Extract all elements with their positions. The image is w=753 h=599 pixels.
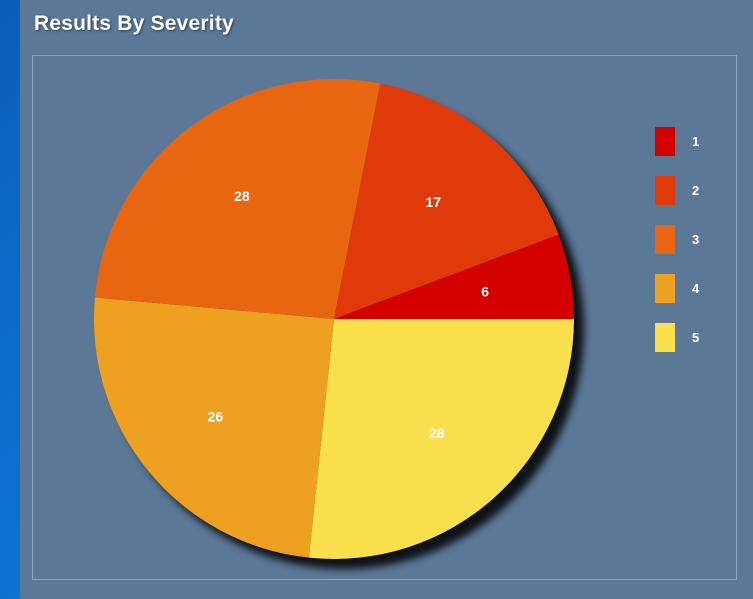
legend-swatch-4 (655, 274, 675, 303)
legend-swatch-1 (655, 127, 675, 156)
legend-label-4: 4 (692, 281, 700, 296)
slice-label-severity-3: 28 (234, 188, 250, 204)
pie-slice-severity-2[interactable] (334, 83, 559, 320)
pie-slice-severity-1[interactable] (334, 234, 574, 319)
legend-label-3: 3 (692, 232, 699, 247)
slice-label-severity-1: 6 (481, 284, 489, 300)
pie-slice-severity-4[interactable] (94, 297, 334, 558)
legend-swatch-3 (655, 225, 675, 254)
legend-label-1: 1 (692, 134, 699, 149)
slice-label-severity-4: 26 (208, 409, 224, 425)
legend-label-2: 2 (692, 183, 699, 198)
slice-label-severity-2: 17 (426, 194, 442, 210)
pie-slice-severity-3[interactable] (94, 79, 381, 319)
panel-title: Results By Severity (34, 12, 234, 35)
legend-swatch-5 (655, 323, 675, 352)
plot-frame (32, 55, 737, 580)
pie-slice-severity-5[interactable] (308, 319, 575, 559)
legend-label-5: 5 (692, 330, 699, 345)
slice-label-severity-5: 28 (429, 425, 445, 441)
legend-swatch-2 (655, 176, 675, 205)
